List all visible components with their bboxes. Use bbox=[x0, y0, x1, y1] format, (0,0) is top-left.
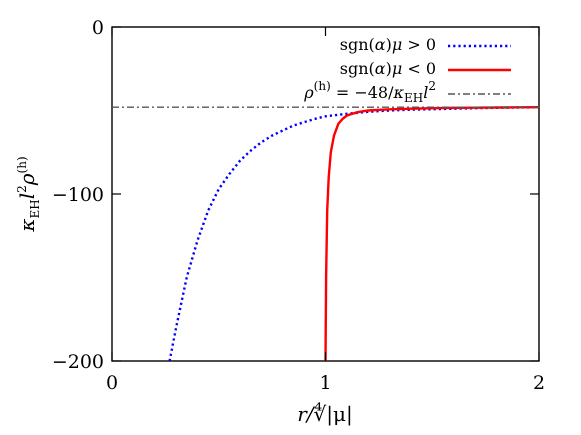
y-tick-label: −100 bbox=[52, 184, 104, 206]
y-axis-label: κEHl2ρ(h) bbox=[15, 156, 42, 232]
series-negative-mu bbox=[324, 106, 540, 362]
x-axis-label: r/∜|μ| bbox=[297, 402, 353, 427]
x-tick-label: 0 bbox=[106, 372, 118, 394]
legend-label-positive: sgn(α)μ > 0 bbox=[340, 35, 436, 54]
y-tick-label: −200 bbox=[52, 351, 104, 373]
series-layer bbox=[112, 44, 540, 362]
x-tick-label: 2 bbox=[533, 372, 545, 394]
x-tick-label: 1 bbox=[319, 372, 331, 394]
y-tick-label: 0 bbox=[92, 17, 104, 39]
legend: sgn(α)μ > 0 sgn(α)μ < 0 ρ(h) = −48/κEHl2 bbox=[303, 35, 436, 105]
ticks-layer: 0 1 2 0 −100 −200 bbox=[52, 17, 545, 394]
legend-label-negative: sgn(α)μ < 0 bbox=[340, 59, 436, 78]
series-positive-mu bbox=[168, 106, 540, 362]
legend-label-asymptote: ρ(h) = −48/κEHl2 bbox=[303, 79, 436, 105]
